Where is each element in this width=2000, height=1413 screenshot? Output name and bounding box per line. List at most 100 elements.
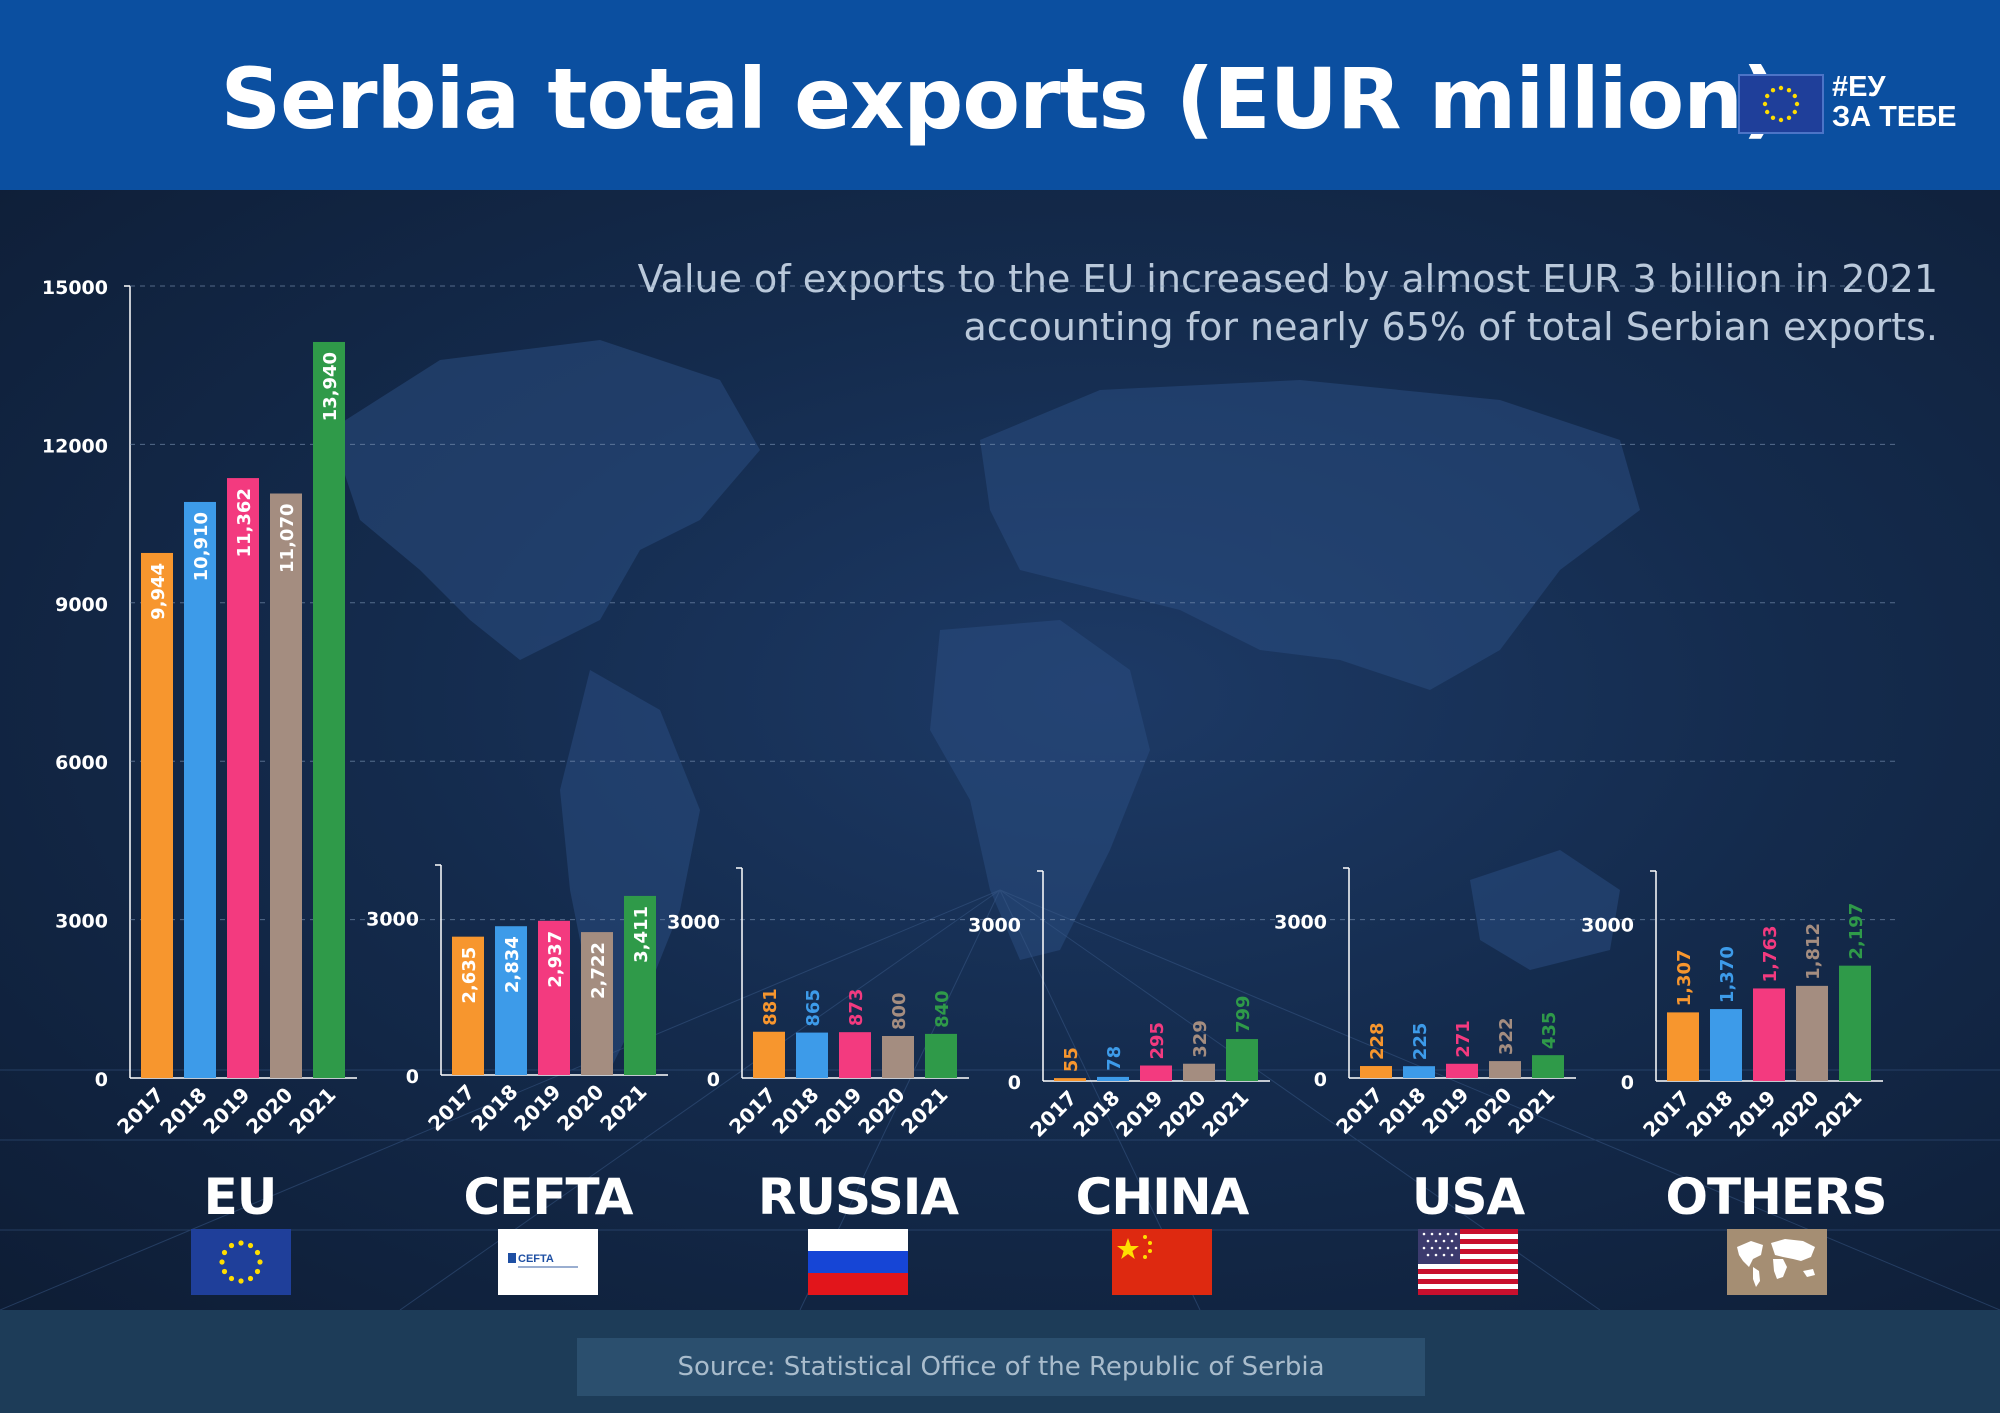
data-label-usa-2020: 322 [1496,1018,1517,1056]
bar-others-2020 [1796,985,1828,1081]
region-label-china: CHINA [1075,1168,1250,1226]
russia-flag [808,1229,908,1295]
bar-russia-2017 [753,1031,785,1078]
x-tick-label-eu-2017: 2017 [112,1083,168,1139]
y-tick-label-cefta: 3000 [366,909,419,931]
y-tick-label-russia: 3000 [667,912,720,934]
russia-flag-icon [808,1229,908,1295]
world-map-background [0,340,2000,1310]
bar-usa-2021 [1532,1055,1564,1078]
x-tick-label-others-2019: 2019 [1724,1086,1780,1142]
x-tick-label-others-2020: 2020 [1767,1086,1823,1142]
data-label-others-2020: 1,812 [1803,923,1824,980]
region-label-others: OTHERS [1665,1168,1887,1226]
data-label-eu-2020: 11,070 [277,504,298,573]
bar-cefta-2020 [581,932,613,1075]
region-label-russia: RUSSIA [757,1168,959,1226]
data-label-cefta-2020: 2,722 [588,942,609,999]
x-tick-label-russia-2021: 2021 [896,1083,952,1139]
x-tick-label-china-2020: 2020 [1154,1086,1210,1142]
source-note: Source: Statistical Office of the Republ… [577,1338,1425,1396]
bar-china-2021 [1226,1039,1258,1081]
data-label-eu-2019: 11,362 [234,488,255,557]
china-flag-icon [1117,1235,1152,1259]
x-tick-label-russia-2017: 2017 [724,1083,780,1139]
y-tick-label-others: 0 [1621,1072,1634,1094]
data-label-russia-2020: 800 [889,992,910,1030]
usa-flag [1418,1229,1518,1295]
bar-china-2018 [1097,1076,1129,1081]
y-tick-label-china: 3000 [968,915,1021,937]
y-tick-label-eu: 9000 [55,594,108,616]
bar-cefta-2018 [495,926,527,1075]
eu-flag [191,1229,291,1295]
y-tick-label-eu: 12000 [42,435,108,457]
data-label-cefta-2017: 2,635 [459,947,480,1004]
region-label-usa: USA [1411,1168,1525,1226]
data-label-usa-2018: 225 [1410,1023,1431,1061]
x-tick-label-others-2018: 2018 [1681,1086,1737,1142]
x-tick-label-china-2021: 2021 [1197,1086,1253,1142]
bar-russia-2019 [839,1032,871,1078]
bar-others-2021 [1839,965,1871,1081]
data-label-china-2018: 78 [1104,1046,1125,1071]
x-tick-label-usa-2018: 2018 [1374,1083,1430,1139]
y-tick-label-eu: 15000 [42,277,108,299]
bar-usa-2020 [1489,1061,1521,1078]
page-title: Serbia total exports (EUR million) [220,50,1781,148]
x-tick-label-cefta-2021: 2021 [595,1080,651,1136]
world-map-flag-icon [1737,1239,1815,1287]
data-label-usa-2021: 435 [1539,1012,1560,1050]
data-label-china-2021: 799 [1233,995,1254,1033]
bar-usa-2018 [1403,1066,1435,1078]
data-label-cefta-2019: 2,937 [545,931,566,988]
bar-china-2020 [1183,1063,1215,1081]
x-tick-label-china-2018: 2018 [1068,1086,1124,1142]
campaign-hashtag: #ЕУ ЗА ТЕБЕ [1832,72,1956,132]
data-label-china-2019: 295 [1147,1022,1168,1060]
x-tick-label-usa-2021: 2021 [1503,1083,1559,1139]
usa-flag-icon [1418,1229,1518,1295]
x-tick-label-cefta-2020: 2020 [552,1080,608,1136]
x-tick-label-russia-2020: 2020 [853,1083,909,1139]
data-label-cefta-2021: 3,411 [631,906,652,963]
data-label-russia-2021: 840 [932,990,953,1028]
x-tick-label-usa-2019: 2019 [1417,1083,1473,1139]
region-label-eu: EU [203,1168,278,1226]
bar-eu-2018 [184,501,216,1078]
x-tick-label-china-2019: 2019 [1111,1086,1167,1142]
chart-subtitle: Value of exports to the EU increased by … [538,255,1938,351]
eu-stars-icon [1762,85,1800,123]
x-tick-label-russia-2019: 2019 [810,1083,866,1139]
data-label-usa-2019: 271 [1453,1020,1474,1058]
y-tick-label-eu: 3000 [55,911,108,933]
bar-others-2018 [1710,1009,1742,1081]
bar-eu-2019 [227,478,259,1078]
hashtag-line-1: #ЕУ [1832,71,1886,103]
bar-china-2019 [1140,1065,1172,1081]
bar-usa-2017 [1360,1066,1392,1078]
x-tick-label-cefta-2018: 2018 [466,1080,522,1136]
x-tick-label-usa-2017: 2017 [1331,1083,1387,1139]
y-tick-label-china: 0 [1008,1072,1021,1094]
y-tick-label-usa: 0 [1314,1069,1327,1091]
region-label-cefta: CEFTA [463,1168,634,1226]
cefta-logo: CEFTA [498,1229,598,1295]
data-label-others-2018: 1,370 [1717,946,1738,1003]
bar-eu-2020 [270,493,302,1078]
data-label-cefta-2018: 2,834 [502,936,523,993]
data-label-china-2017: 55 [1061,1047,1082,1072]
subtitle-line-2: accounting for nearly 65% of total Serbi… [963,305,1939,349]
y-tick-label-others: 3000 [1581,915,1634,937]
x-tick-label-cefta-2019: 2019 [509,1080,565,1136]
x-tick-label-eu-2018: 2018 [155,1083,211,1139]
x-tick-label-china-2017: 2017 [1025,1086,1081,1142]
x-tick-label-russia-2018: 2018 [767,1083,823,1139]
data-label-others-2019: 1,763 [1760,926,1781,983]
y-tick-label-eu: 0 [95,1069,108,1091]
bar-others-2017 [1667,1012,1699,1081]
data-label-others-2017: 1,307 [1674,949,1695,1006]
x-tick-label-cefta-2017: 2017 [423,1080,479,1136]
